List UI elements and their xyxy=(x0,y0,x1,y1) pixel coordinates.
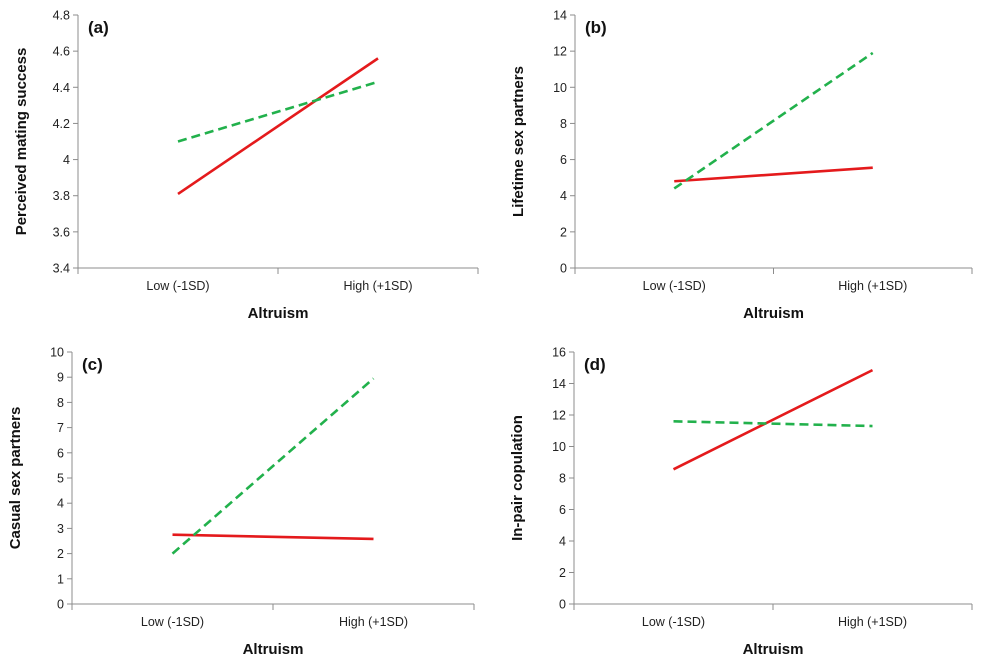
series-line-dashed xyxy=(177,80,379,143)
series-line-dashed xyxy=(171,377,375,555)
series-line-solid xyxy=(674,166,873,183)
y-tick-label: 12 xyxy=(553,45,567,59)
y-tick-label: 12 xyxy=(552,409,566,423)
x-axis-label: Altruism xyxy=(243,641,304,658)
y-tick-label: 6 xyxy=(57,446,64,460)
y-tick-label: 3.4 xyxy=(53,262,70,276)
x-tick-label: Low (-1SD) xyxy=(642,615,705,629)
y-tick-label: 3.8 xyxy=(53,189,70,203)
x-axis-label: Altruism xyxy=(248,305,309,322)
y-tick-label: 0 xyxy=(560,262,567,276)
y-tick-label: 0 xyxy=(559,598,566,612)
y-tick-label: 14 xyxy=(553,9,567,23)
series-line-solid xyxy=(172,533,374,541)
x-tick-label: High (+1SD) xyxy=(343,279,412,293)
series-line-solid xyxy=(672,368,874,471)
x-tick-label: High (+1SD) xyxy=(838,615,907,629)
y-tick-label: 8 xyxy=(57,396,64,410)
y-tick-label: 16 xyxy=(552,346,566,360)
y-tick-label: 9 xyxy=(57,371,64,385)
y-tick-label: 4 xyxy=(559,535,566,549)
y-tick-label: 10 xyxy=(552,440,566,454)
y-tick-label: 7 xyxy=(57,421,64,435)
y-tick-label: 4 xyxy=(63,153,70,167)
y-tick-label: 4.4 xyxy=(53,81,70,95)
y-tick-label: 6 xyxy=(559,503,566,517)
chart-panel-2: 0 2 4 6 8 10 12 14 Low (-1SD) High (+1SD) Altruism… xyxy=(510,9,973,322)
series-line-dashed xyxy=(673,51,874,190)
y-tick-label: 4.2 xyxy=(53,117,70,131)
y-tick-label: 4 xyxy=(560,189,567,203)
y-axis-label: In-pair copulation xyxy=(509,415,526,541)
x-tick-label: High (+1SD) xyxy=(838,279,907,293)
y-tick-label: 2 xyxy=(57,547,64,561)
y-tick-label: 1 xyxy=(57,572,64,586)
y-tick-label: 10 xyxy=(50,346,64,360)
panel-label: (b) xyxy=(585,18,607,37)
panel-label: (d) xyxy=(584,355,606,374)
y-tick-label: 0 xyxy=(57,598,64,612)
y-tick-label: 10 xyxy=(553,81,567,95)
y-axis-label: Perceived mating success xyxy=(13,48,30,236)
y-tick-label: 4.8 xyxy=(53,9,70,23)
x-tick-label: Low (-1SD) xyxy=(643,279,706,293)
y-tick-label: 8 xyxy=(560,117,567,131)
series-line-solid xyxy=(177,57,379,195)
y-axis-label: Casual sex partners xyxy=(7,407,24,550)
x-tick-label: Low (-1SD) xyxy=(146,279,209,293)
x-axis-label: Altruism xyxy=(743,641,804,658)
chart-panel-3: 0 1 2 3 4 5 6 7 8 9 10 Low (-1SD) High (+1SD) Altruis… xyxy=(7,346,475,658)
y-tick-label: 6 xyxy=(560,153,567,167)
x-tick-label: High (+1SD) xyxy=(339,615,408,629)
y-axis-label: Lifetime sex partners xyxy=(510,66,527,217)
chart-panel-4: 0 2 4 6 8 10 12 14 16 Low (-1SD) High (+1SD) Altrui… xyxy=(509,346,973,658)
y-tick-label: 3.6 xyxy=(53,225,70,239)
y-tick-label: 14 xyxy=(552,377,566,391)
panel-label: (c) xyxy=(82,355,103,374)
x-axis-label: Altruism xyxy=(743,305,804,322)
chart-panel-1: 3.4 3.6 3.8 4 4.2 4.4 4.6 4.8 Low (-1SD) High (+1… xyxy=(13,9,479,322)
y-tick-label: 8 xyxy=(559,472,566,486)
y-tick-label: 2 xyxy=(559,566,566,580)
series-line-dashed xyxy=(673,420,873,428)
panel-label: (a) xyxy=(88,18,109,37)
y-tick-label: 2 xyxy=(560,225,567,239)
y-tick-label: 5 xyxy=(57,472,64,486)
y-tick-label: 3 xyxy=(57,522,64,536)
x-tick-label: Low (-1SD) xyxy=(141,615,204,629)
y-tick-label: 4 xyxy=(57,497,64,511)
y-tick-label: 4.6 xyxy=(53,45,70,59)
